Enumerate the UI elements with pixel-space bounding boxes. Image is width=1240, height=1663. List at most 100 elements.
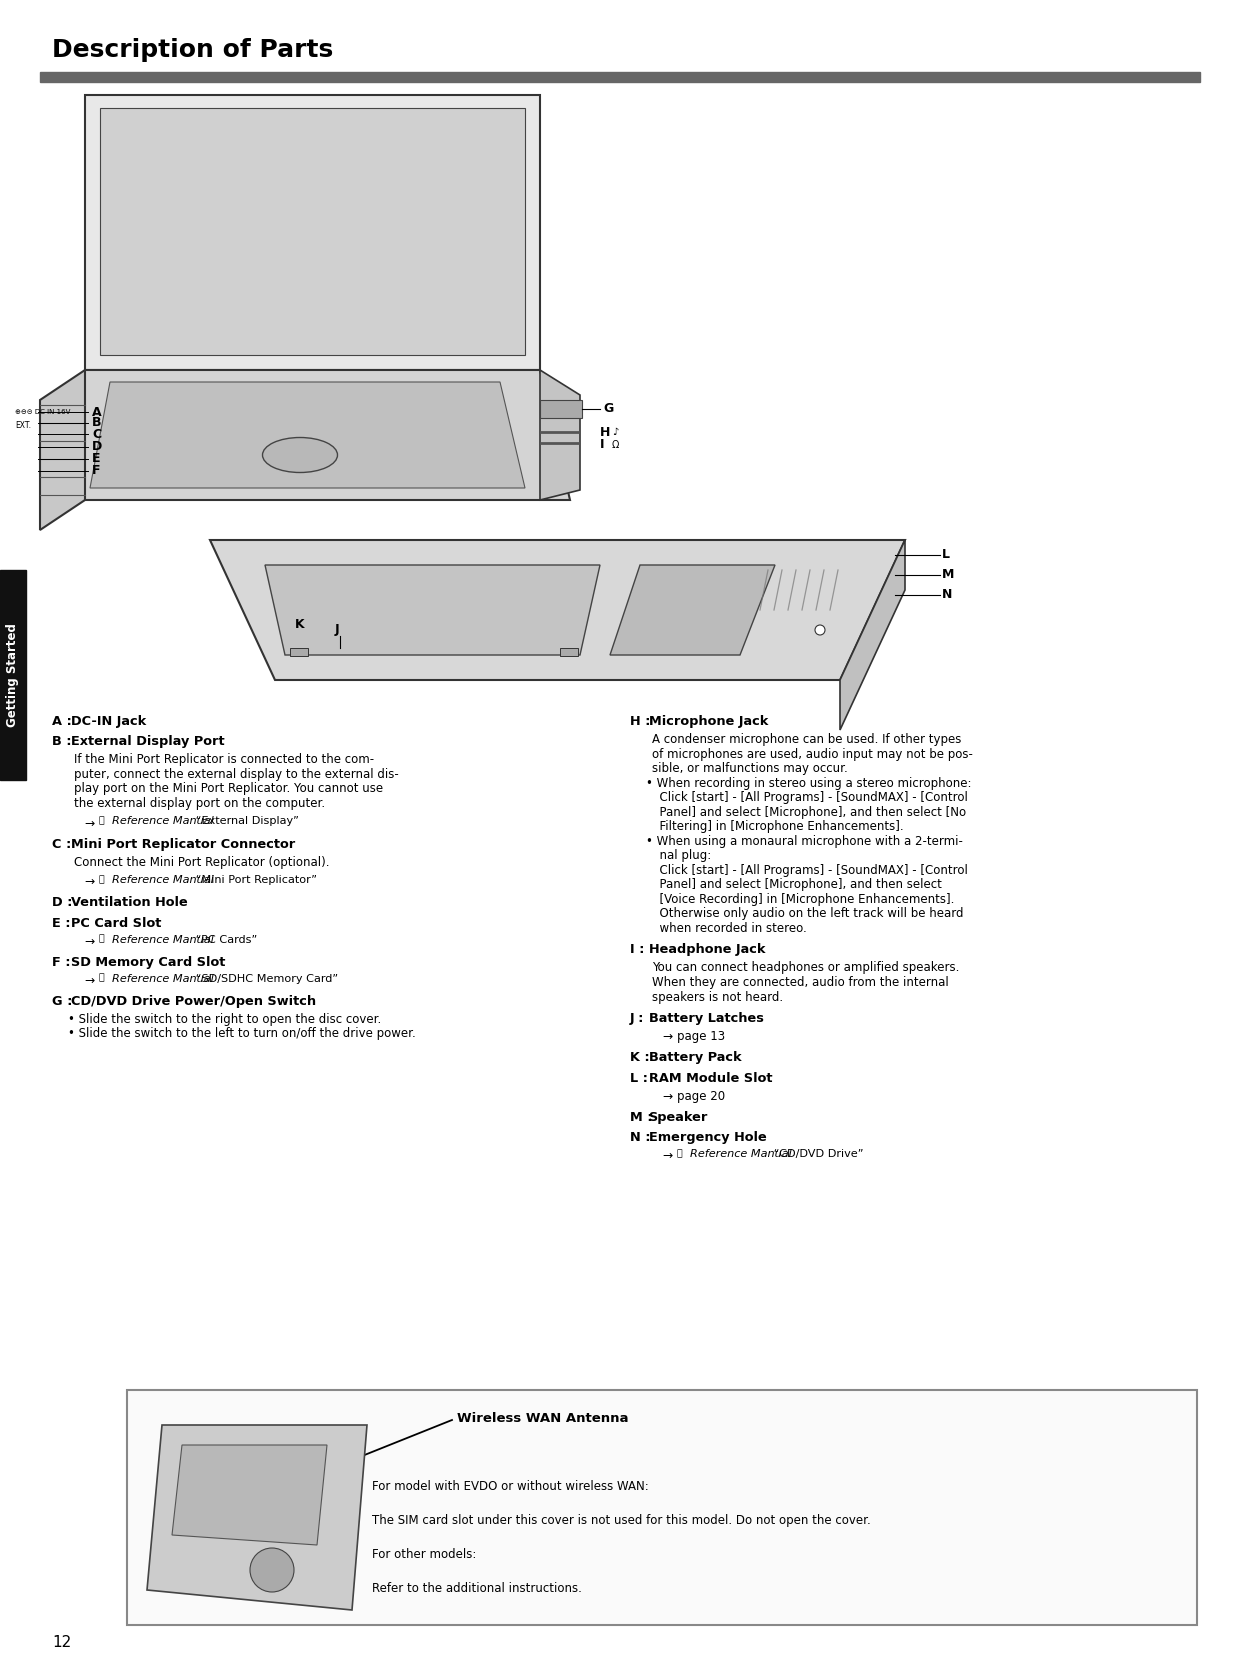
Text: →: → (662, 1031, 672, 1043)
Text: • When recording in stereo using a stereo microphone:: • When recording in stereo using a stere… (646, 777, 971, 790)
Text: N: N (942, 589, 952, 602)
Text: 📖: 📖 (677, 1149, 683, 1157)
Text: Ventilation Hole: Ventilation Hole (71, 896, 187, 910)
Bar (290, 649, 308, 655)
Text: ⊕⊖⊝ DC IN 16V: ⊕⊖⊝ DC IN 16V (15, 409, 71, 416)
Text: L :: L : (630, 1071, 647, 1084)
Polygon shape (265, 565, 600, 655)
Text: Click [start] - [All Programs] - [SoundMAX] - [Control: Click [start] - [All Programs] - [SoundM… (652, 792, 968, 805)
Text: K: K (295, 619, 305, 632)
Text: sible, or malfunctions may occur.: sible, or malfunctions may occur. (652, 762, 848, 775)
Text: Wireless WAN Antenna: Wireless WAN Antenna (458, 1412, 629, 1425)
Text: E: E (92, 452, 100, 466)
Text: For model with EVDO or without wireless WAN:: For model with EVDO or without wireless … (372, 1480, 649, 1493)
Text: H: H (600, 426, 610, 439)
Text: Ω: Ω (613, 441, 619, 451)
Text: External Display Port: External Display Port (71, 735, 224, 748)
Text: B :: B : (52, 735, 72, 748)
Text: Reference Manual: Reference Manual (112, 875, 213, 885)
Text: K :: K : (630, 1051, 650, 1064)
Text: page 20: page 20 (677, 1089, 725, 1103)
Text: Click [start] - [All Programs] - [SoundMAX] - [Control: Click [start] - [All Programs] - [SoundM… (652, 863, 968, 876)
Text: The SIM card slot under this cover is not used for this model. Do not open the c: The SIM card slot under this cover is no… (372, 1513, 870, 1527)
Text: If the Mini Port Replicator is connected to the com-: If the Mini Port Replicator is connected… (74, 753, 374, 767)
Text: Filtering] in [Microphone Enhancements].: Filtering] in [Microphone Enhancements]. (652, 820, 904, 833)
Text: nal plug:: nal plug: (652, 850, 712, 861)
Text: 12: 12 (52, 1635, 71, 1650)
Text: F: F (92, 464, 100, 477)
Text: RAM Module Slot: RAM Module Slot (649, 1071, 773, 1084)
Polygon shape (148, 1425, 367, 1610)
Text: M :: M : (630, 1111, 652, 1124)
FancyBboxPatch shape (126, 1390, 1197, 1625)
Text: page 13: page 13 (677, 1031, 725, 1043)
Text: →: → (84, 875, 94, 888)
Polygon shape (40, 369, 86, 530)
Bar (560, 649, 578, 655)
Text: ♪: ♪ (613, 427, 619, 437)
Text: Panel] and select [Microphone], and then select [No: Panel] and select [Microphone], and then… (652, 805, 966, 818)
Text: When they are connected, audio from the internal: When they are connected, audio from the … (652, 976, 949, 989)
Text: PC Card Slot: PC Card Slot (71, 916, 161, 930)
Text: I: I (600, 439, 605, 451)
Text: CD/DVD Drive Power/Open Switch: CD/DVD Drive Power/Open Switch (71, 994, 316, 1008)
Text: Reference Manual: Reference Manual (112, 817, 213, 827)
Text: [Voice Recording] in [Microphone Enhancements].: [Voice Recording] in [Microphone Enhance… (652, 893, 955, 906)
Text: E :: E : (52, 916, 71, 930)
Text: →: → (662, 1089, 672, 1103)
Text: puter, connect the external display to the external dis-: puter, connect the external display to t… (74, 768, 399, 782)
Text: A :: A : (52, 715, 72, 728)
Text: H :: H : (630, 715, 650, 728)
Text: J :: J : (630, 1013, 645, 1026)
Text: J: J (335, 624, 340, 637)
Text: M: M (942, 569, 955, 582)
Bar (0, 570, 26, 780)
Text: 📖: 📖 (99, 975, 104, 983)
Text: →: → (84, 935, 94, 948)
Text: play port on the Mini Port Replicator. You cannot use: play port on the Mini Port Replicator. Y… (74, 782, 383, 795)
Polygon shape (91, 382, 525, 487)
Text: →: → (84, 975, 94, 986)
Text: You can connect headphones or amplified speakers.: You can connect headphones or amplified … (652, 961, 960, 975)
Polygon shape (100, 108, 525, 354)
Text: Panel] and select [Microphone], and then select: Panel] and select [Microphone], and then… (652, 878, 942, 891)
Bar (539, 401, 582, 417)
Text: Getting Started: Getting Started (6, 624, 20, 727)
Text: N :: N : (630, 1131, 651, 1144)
Text: EXT.: EXT. (15, 421, 31, 431)
Text: • Slide the switch to the left to turn on/off the drive power.: • Slide the switch to the left to turn o… (68, 1028, 415, 1041)
Text: Battery Latches: Battery Latches (649, 1013, 764, 1026)
Text: speakers is not heard.: speakers is not heard. (652, 991, 784, 1003)
Polygon shape (539, 369, 580, 501)
Text: Speaker: Speaker (649, 1111, 708, 1124)
Polygon shape (839, 540, 905, 730)
Text: A: A (92, 406, 102, 419)
Text: 📖: 📖 (99, 875, 104, 885)
Text: of microphones are used, audio input may not be pos-: of microphones are used, audio input may… (652, 748, 973, 760)
Text: Reference Manual: Reference Manual (689, 1149, 792, 1159)
Polygon shape (210, 540, 905, 680)
Text: F :: F : (52, 956, 71, 970)
Polygon shape (610, 565, 775, 655)
Text: B: B (92, 416, 102, 429)
Text: Reference Manual: Reference Manual (112, 975, 213, 984)
Text: →: → (662, 1149, 672, 1162)
Text: “Mini Port Replicator”: “Mini Port Replicator” (192, 875, 317, 885)
Text: A condenser microphone can be used. If other types: A condenser microphone can be used. If o… (652, 733, 961, 747)
Circle shape (250, 1548, 294, 1591)
Text: DC-IN Jack: DC-IN Jack (71, 715, 146, 728)
Text: C: C (92, 427, 102, 441)
Text: Emergency Hole: Emergency Hole (649, 1131, 766, 1144)
Polygon shape (60, 369, 570, 501)
Bar (40, 72, 1200, 81)
Polygon shape (172, 1445, 327, 1545)
Text: Mini Port Replicator Connector: Mini Port Replicator Connector (71, 838, 295, 850)
Text: Battery Pack: Battery Pack (649, 1051, 742, 1064)
Ellipse shape (263, 437, 337, 472)
Text: “CD/DVD Drive”: “CD/DVD Drive” (770, 1149, 863, 1159)
Text: For other models:: For other models: (372, 1548, 476, 1562)
Text: Description of Parts: Description of Parts (52, 38, 334, 62)
Text: Microphone Jack: Microphone Jack (649, 715, 768, 728)
Text: Headphone Jack: Headphone Jack (649, 943, 765, 956)
Text: • Slide the switch to the right to open the disc cover.: • Slide the switch to the right to open … (68, 1013, 381, 1026)
